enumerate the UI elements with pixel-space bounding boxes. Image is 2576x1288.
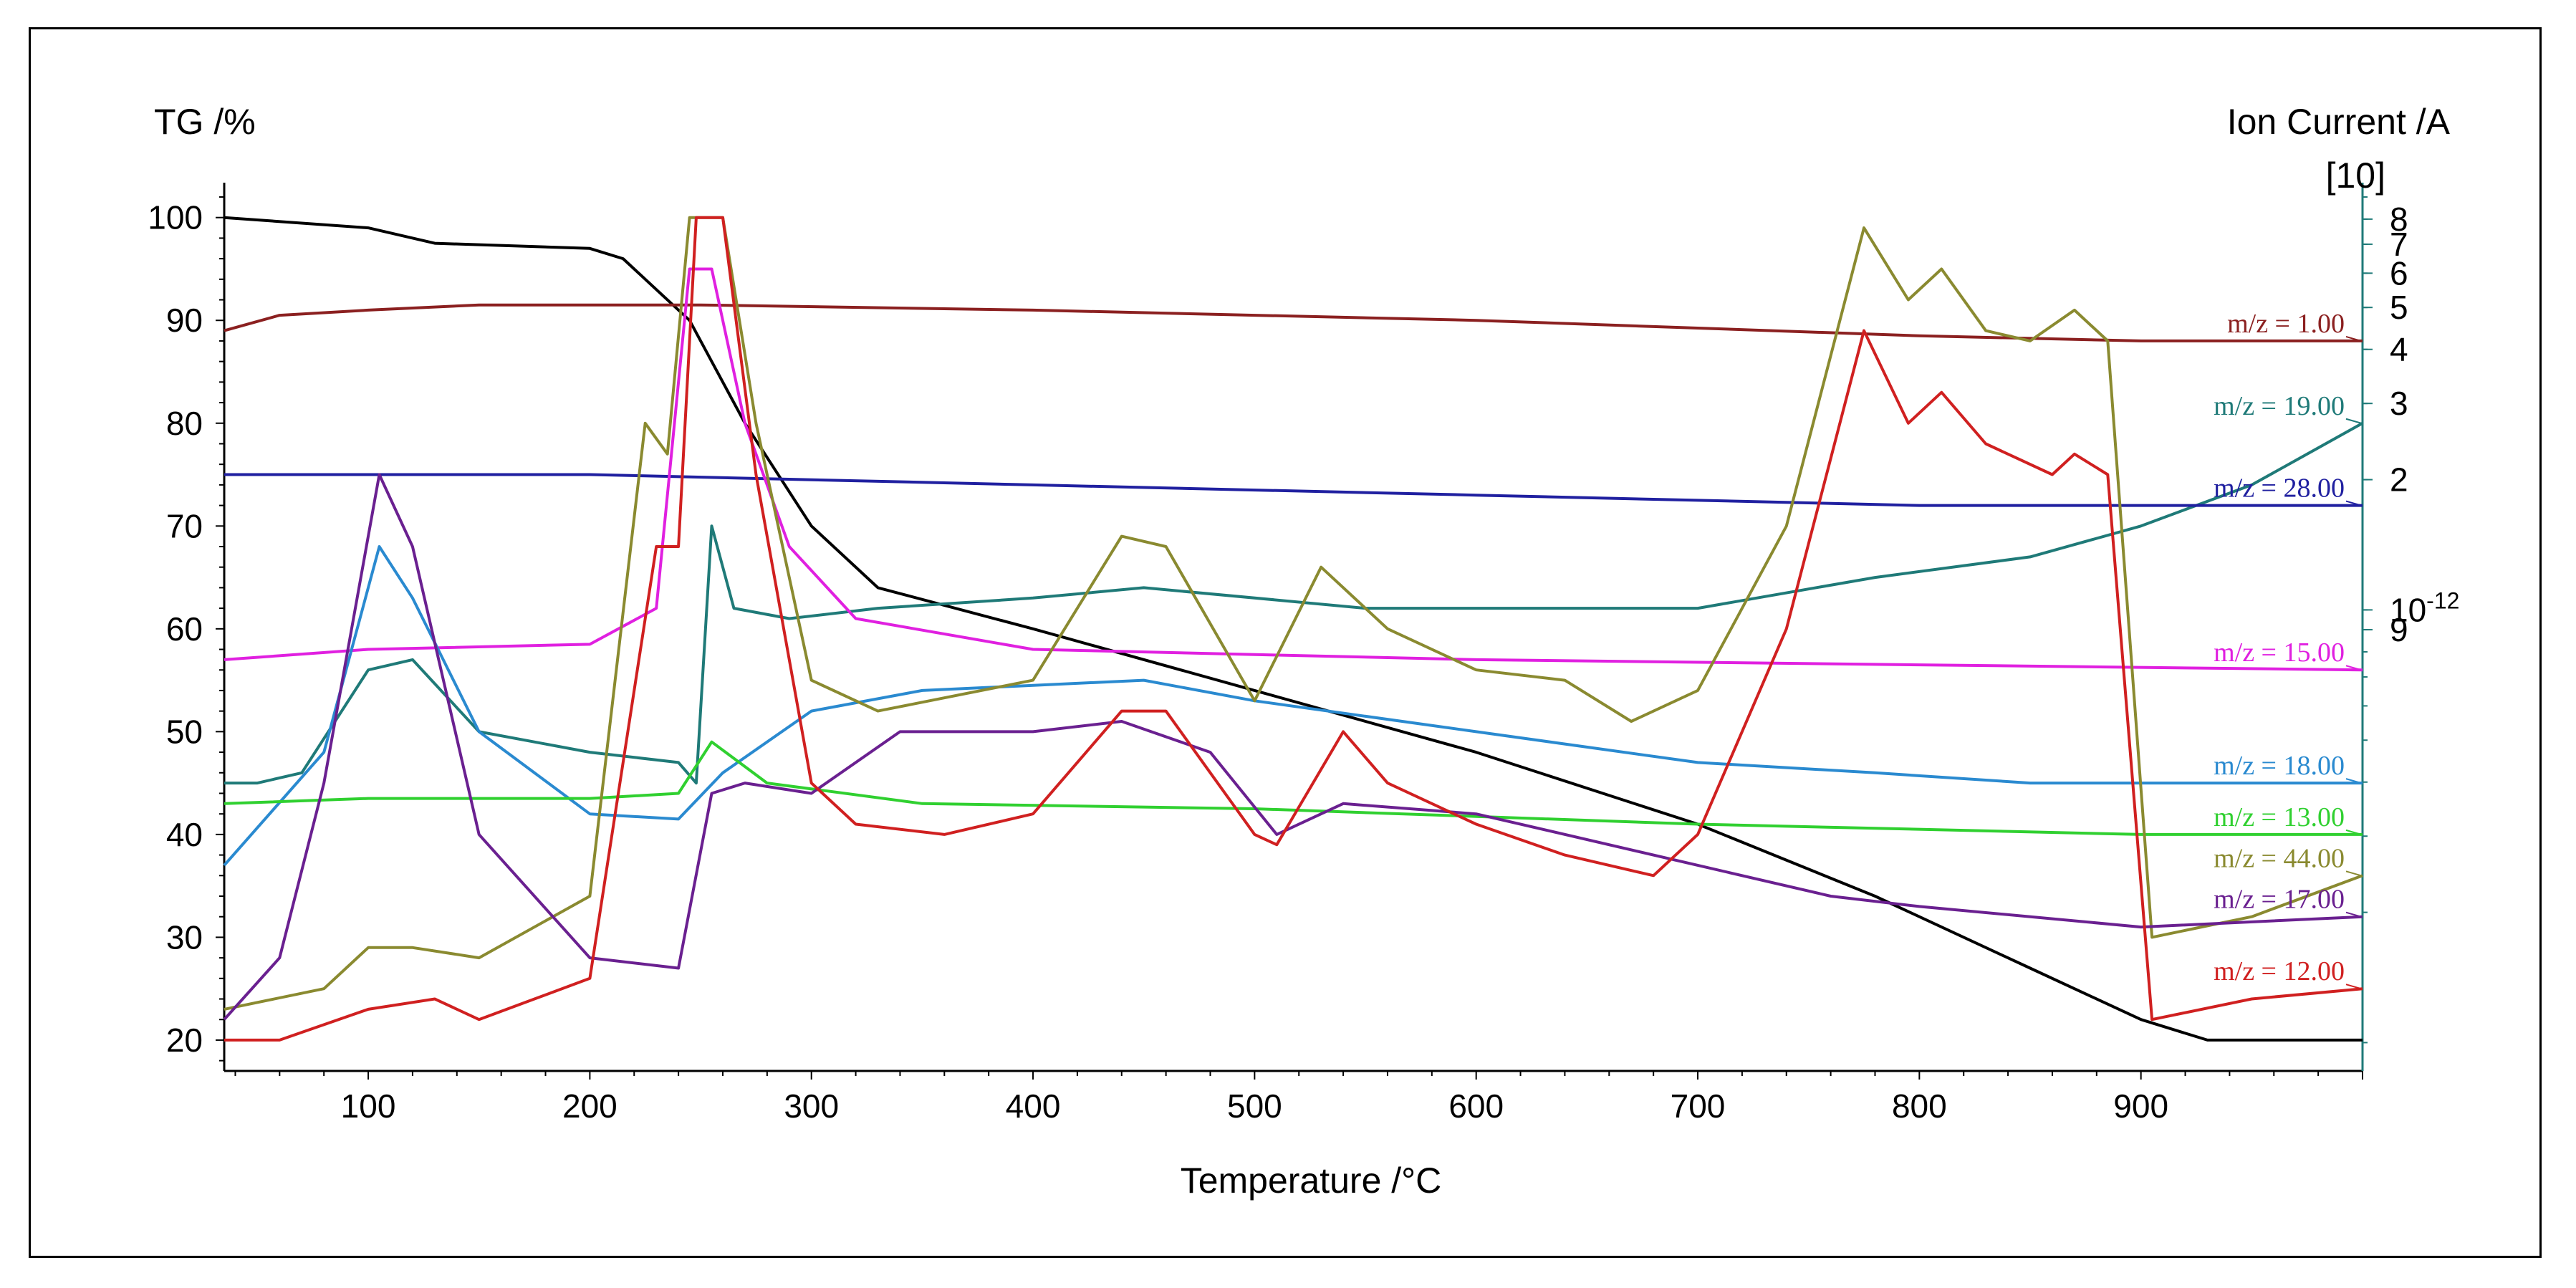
series-label: m/z = 18.00 [2214,751,2345,781]
y-left-tick-label: 90 [166,302,203,339]
series-label: m/z = 13.00 [2214,802,2345,832]
series-label-leader [2345,829,2362,835]
series-line-17-00 [223,473,2363,1021]
x-tick-label: 100 [341,1087,396,1125]
y-right-tick-label: 8 [2390,201,2408,238]
x-tick-label: 700 [1671,1087,1726,1125]
series-label-leader [2345,778,2362,784]
series-label: m/z = 17.00 [2214,885,2345,915]
x-tick-label: 300 [784,1087,839,1125]
x-tick-label: 900 [2113,1087,2168,1125]
x-tick-label: 800 [1892,1087,1947,1125]
series-label-leader [2345,984,2362,990]
y-left-tick-label: 30 [166,918,203,956]
series-line-tg [224,216,2363,1042]
y-right-tick-label: 9 [2390,611,2408,648]
y-left-tick-label: 80 [166,405,203,442]
series-label-leader [2345,870,2362,877]
y-left-title: TG /% [154,102,256,142]
x-tick-label: 400 [1006,1087,1061,1125]
series-label-leader [2345,500,2362,506]
series-line-28-00 [224,473,2363,507]
series-line-13-00 [224,740,2363,836]
series-label: m/z = 19.00 [2214,391,2345,421]
x-tick-label: 600 [1448,1087,1504,1125]
y-left-tick-label: 100 [148,199,203,236]
series-group [223,216,2363,1042]
y-right-tick-label: 5 [2390,289,2408,326]
y-right-multiplier: [10] [2326,155,2385,196]
x-tick-label: 200 [562,1087,617,1125]
series-label: m/z = 15.00 [2214,638,2345,668]
y-left-tick-label: 70 [166,507,203,544]
series-label-leader [2345,418,2362,424]
series-label: m/z = 44.00 [2214,843,2345,873]
axes: 100 200 300 400 500 600 700 800 900 20 30 40 50 60 70 8… [148,183,2459,1125]
y-left-tick-label: 20 [166,1022,203,1059]
series-line-44-00 [224,216,2363,1011]
y-right-tick-label: 3 [2390,385,2408,422]
y-right-tick-label: 4 [2390,331,2408,368]
x-axis-title: Temperature /°C [1181,1160,1442,1201]
y-left-tick-label: 60 [166,610,203,648]
series-line-15-00 [224,267,2363,672]
y-right-title: Ion Current /A [2227,102,2451,142]
series-label: m/z = 12.00 [2214,956,2345,986]
series-line-18-00 [223,545,2363,867]
series-line-19-00 [224,422,2363,785]
y-left-tick-label: 50 [166,713,203,750]
y-right-tick-exponent: -12 [2426,587,2459,613]
series-label-leader [2345,911,2362,918]
series-label-leader [2345,665,2362,671]
y-left-tick-label: 40 [166,816,203,853]
series-line-1-00 [224,303,2363,342]
series-label-leader [2345,335,2362,342]
label-group: m/z = 1.00 m/z = 19.00 m/z = 28.00 m/z = 15… [2214,309,2362,990]
series-label: m/z = 1.00 [2227,309,2345,339]
y-right-tick-label: 7 [2390,226,2408,263]
series-line-12-00 [224,216,2363,1042]
y-right-tick-label: 2 [2390,461,2408,499]
series-label: m/z = 28.00 [2214,474,2345,504]
y-right-tick-label: 6 [2390,254,2408,292]
x-tick-label: 500 [1227,1087,1282,1125]
